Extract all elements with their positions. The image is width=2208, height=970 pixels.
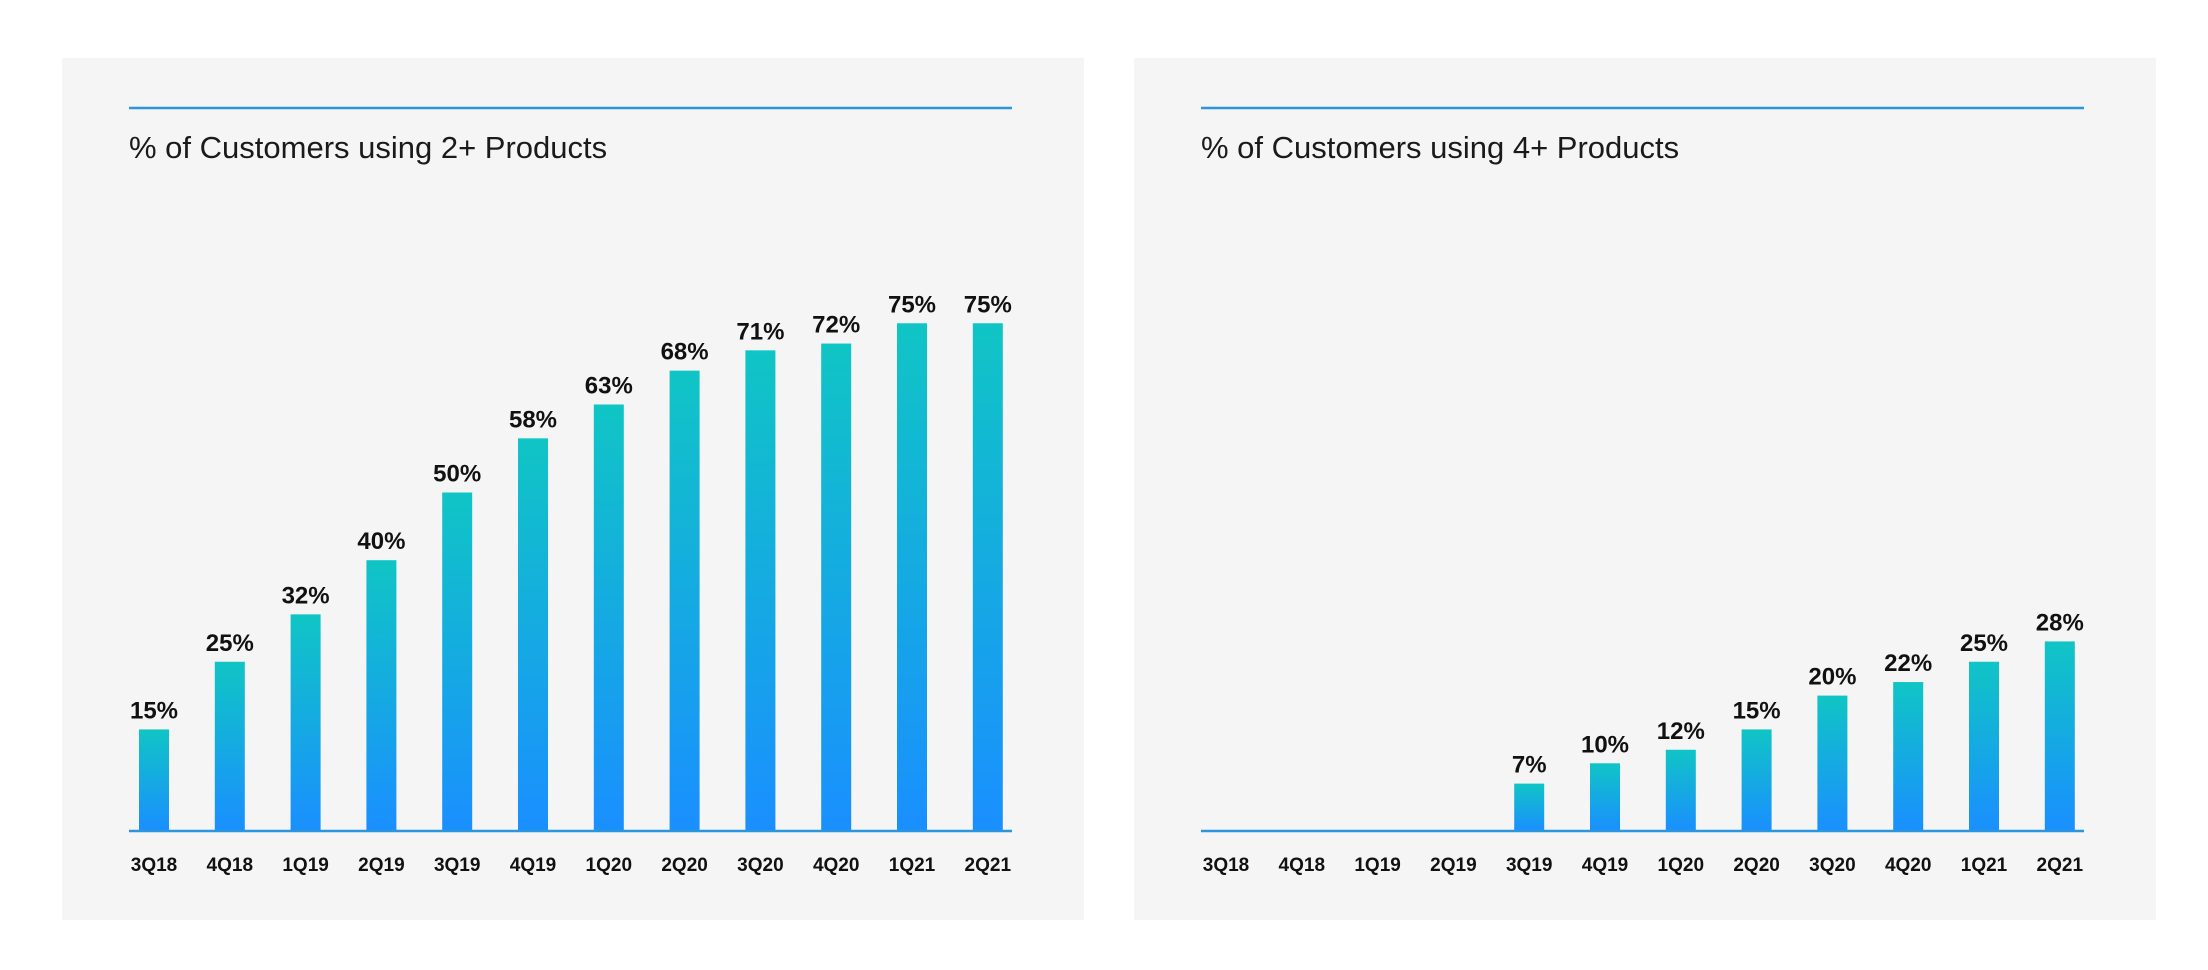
x-tick-label-3Q20: 3Q20 [737, 855, 783, 876]
bar-value-label-3Q18: 15% [130, 697, 178, 724]
x-tick-label-3Q20: 3Q20 [1809, 855, 1855, 876]
x-tick-labels-group: 3Q18 4Q18 1Q19 2Q19 3Q19 4Q19 1Q20 2Q20 3Q20 4Q20… [1203, 855, 2084, 876]
bar-value-label-4Q18: 25% [206, 630, 254, 657]
chart-panel-customers-4plus: % of Customers using 4+ Products 7% 10% 12… [1134, 58, 2156, 920]
bar-2Q21 [2044, 641, 2075, 831]
x-tick-label-3Q18: 3Q18 [1203, 855, 1249, 876]
x-tick-label-4Q20: 4Q20 [813, 855, 859, 876]
x-tick-label-2Q21: 2Q21 [965, 855, 1012, 876]
bar-value-label-3Q20: 20% [1808, 664, 1856, 691]
x-tick-label-1Q20: 1Q20 [586, 855, 632, 876]
bar-value-label-1Q20: 12% [1657, 718, 1705, 745]
bar-value-label-2Q20: 68% [661, 339, 709, 366]
bar-value-label-1Q21: 75% [888, 291, 936, 318]
bar-value-label-2Q21: 75% [964, 291, 1012, 318]
bar-3Q20 [745, 350, 776, 831]
x-tick-label-1Q21: 1Q21 [889, 855, 936, 876]
bars-group: 15% 25% 32% 40% 50% 58% 63% 68% 71% 72% 75% 75% [130, 291, 1012, 831]
bar-1Q20 [1665, 749, 1696, 831]
bar-4Q19 [1590, 763, 1620, 831]
bar-2Q21 [972, 323, 1003, 831]
bar-value-label-4Q20: 22% [1884, 650, 1932, 677]
bar-value-label-1Q20: 63% [585, 372, 633, 399]
bar-1Q20 [593, 404, 624, 831]
x-tick-label-2Q19: 2Q19 [1430, 855, 1476, 876]
x-tick-label-1Q19: 1Q19 [1354, 855, 1400, 876]
x-tick-label-3Q19: 3Q19 [1506, 855, 1552, 876]
x-tick-label-2Q19: 2Q19 [358, 855, 404, 876]
bar-1Q21 [1969, 661, 1999, 831]
x-tick-label-4Q19: 4Q19 [1582, 855, 1628, 876]
x-tick-label-2Q20: 2Q20 [661, 855, 707, 876]
bar-3Q20 [1817, 695, 1848, 831]
chart-panel-customers-2plus: % of Customers using 2+ Products 15% 25% 3… [62, 58, 1084, 920]
x-tick-label-2Q21: 2Q21 [2037, 855, 2084, 876]
bar-value-label-3Q20: 71% [736, 318, 784, 345]
chart-title: % of Customers using 2+ Products [129, 130, 607, 165]
x-tick-label-3Q19: 3Q19 [434, 855, 480, 876]
bar-3Q18 [139, 729, 169, 831]
chart-2plus-svg: % of Customers using 2+ Products 15% 25% 3… [129, 106, 1012, 876]
bar-value-label-2Q20: 15% [1733, 697, 1781, 724]
chart-title: % of Customers using 4+ Products [1201, 130, 1679, 165]
bar-value-label-3Q19: 50% [433, 461, 481, 488]
bar-1Q21 [897, 323, 927, 831]
chart-4plus-svg: % of Customers using 4+ Products 7% 10% 12… [1201, 106, 2084, 876]
bar-value-label-3Q19: 7% [1512, 752, 1547, 779]
x-tick-label-4Q18: 4Q18 [1279, 855, 1325, 876]
bar-4Q20 [821, 343, 852, 831]
bar-value-label-1Q19: 32% [282, 582, 330, 609]
bars-group: 7% 10% 12% 15% 20% 22% 25% 28% [1512, 609, 2084, 831]
bar-3Q19 [442, 492, 473, 831]
x-tick-label-1Q21: 1Q21 [1961, 855, 2008, 876]
bar-2Q20 [669, 370, 700, 831]
bar-value-label-1Q21: 25% [1960, 630, 2008, 657]
bar-value-label-2Q19: 40% [357, 528, 405, 555]
x-tick-label-1Q19: 1Q19 [282, 855, 328, 876]
x-tick-label-4Q20: 4Q20 [1885, 855, 1931, 876]
x-tick-label-1Q20: 1Q20 [1658, 855, 1704, 876]
bar-value-label-4Q20: 72% [812, 312, 860, 339]
bar-4Q20 [1893, 682, 1924, 831]
bar-value-label-2Q21: 28% [2036, 609, 2084, 636]
bar-4Q19 [518, 438, 548, 831]
bar-3Q19 [1514, 783, 1545, 831]
x-tick-label-2Q20: 2Q20 [1733, 855, 1779, 876]
bar-1Q19 [290, 614, 321, 831]
x-tick-label-4Q19: 4Q19 [510, 855, 556, 876]
x-tick-label-3Q18: 3Q18 [131, 855, 177, 876]
bar-4Q18 [214, 661, 245, 831]
bar-2Q19 [366, 560, 397, 831]
bar-2Q20 [1741, 729, 1772, 831]
x-tick-labels-group: 3Q18 4Q18 1Q19 2Q19 3Q19 4Q19 1Q20 2Q20 3Q20 4Q20… [131, 855, 1012, 876]
bar-value-label-4Q19: 10% [1581, 731, 1629, 758]
x-tick-label-4Q18: 4Q18 [207, 855, 253, 876]
bar-value-label-4Q19: 58% [509, 406, 557, 433]
